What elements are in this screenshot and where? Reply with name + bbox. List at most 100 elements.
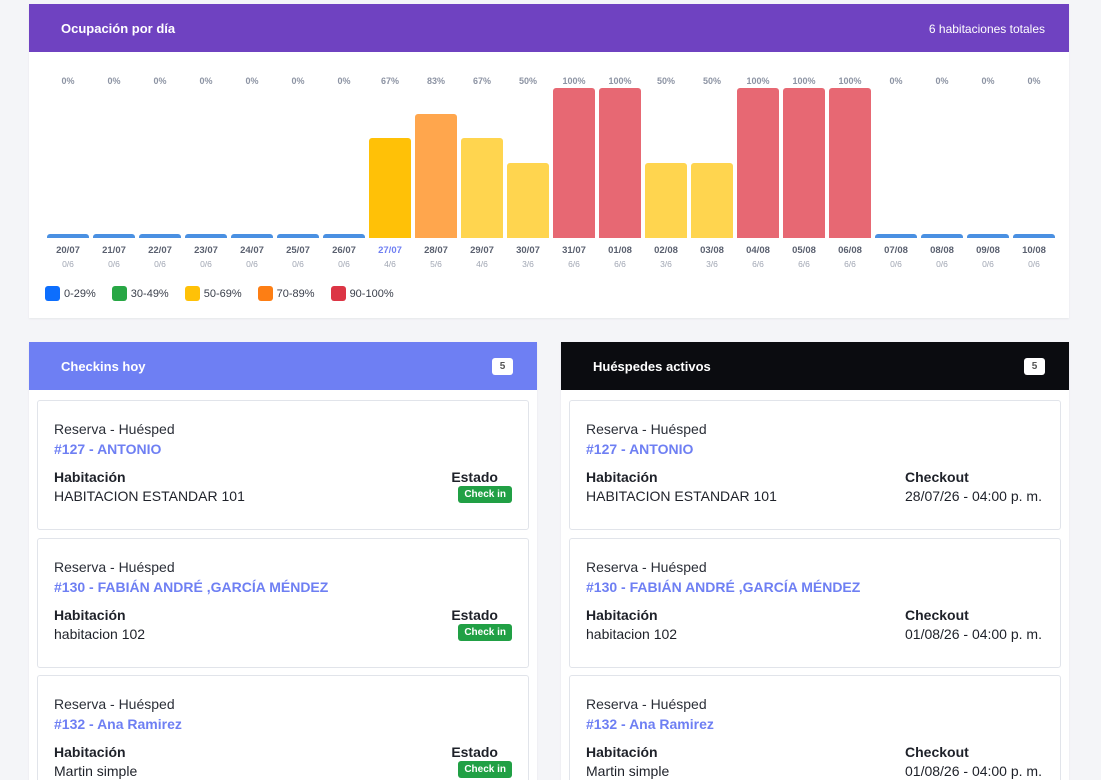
reservation-label: Reserva - Huésped [54,421,175,437]
occupancy-bar [507,163,549,238]
legend-swatch-medium-low [111,286,127,301]
occupancy-bar [967,234,1009,238]
bar-value-label: 0% [889,76,903,86]
reservation-guest-link[interactable]: #132 - Ana Ramirez [586,716,714,732]
bar-room-count: 0/6 [890,259,902,269]
bar-room-count: 6/6 [798,259,810,269]
reservation-guest-link[interactable]: #130 - FABIÁN ANDRÉ ,GARCÍA MÉNDEZ [54,579,329,595]
bar-room-count: 3/6 [522,259,534,269]
checkout-value: 01/08/26 - 04:00 p. m. [905,763,1042,779]
checkin-entry[interactable]: Reserva - Huésped #132 - Ana Ramirez Hab… [37,675,529,780]
bar-value-label: 50% [518,76,537,86]
checkout-label: Checkout [905,607,969,623]
occupancy-bar [47,234,89,238]
checkins-count-badge: 5 [492,358,513,375]
room-label: Habitación [586,469,658,485]
checkin-entry[interactable]: Reserva - Huésped #130 - FABIÁN ANDRÉ ,G… [37,538,529,668]
guest-entry[interactable]: Reserva - Huésped #132 - Ana Ramirez Hab… [569,675,1061,780]
room-label: Habitación [586,607,658,623]
bar-value-label: 100% [838,76,862,86]
bar-room-count: 0/6 [62,259,74,269]
bar-value-label: 0% [61,76,75,86]
bar-room-count: 0/6 [936,259,948,269]
bar-value-label: 100% [746,76,770,86]
reservation-guest-link[interactable]: #130 - FABIÁN ANDRÉ ,GARCÍA MÉNDEZ [586,579,861,595]
occupancy-bar [231,234,273,238]
active-guests-header: Huéspedes activos 5 [561,342,1069,390]
chart-legend: 0-29% 30-49% 50-69% 70-89% 90-100% [45,286,394,301]
bar-room-count: 6/6 [614,259,626,269]
legend-swatch-full [330,286,346,301]
room-label: Habitación [54,744,126,760]
guest-entry[interactable]: Reserva - Huésped #130 - FABIÁN ANDRÉ ,G… [569,538,1061,668]
occupancy-bar [875,234,917,238]
occupancy-bar [553,88,595,238]
bar-date-label: 04/08 [746,245,770,256]
occupancy-bar [139,234,181,238]
status-label: Estado [451,607,498,623]
legend-label-full: 90-100% [349,287,394,300]
bar-room-count: 0/6 [338,259,350,269]
bar-date-label: 25/07 [286,245,310,256]
occupancy-title: Ocupación por día [61,21,176,36]
bar-date-label: 24/07 [240,245,264,256]
reservation-label: Reserva - Huésped [54,696,175,712]
bar-room-count: 5/6 [430,259,442,269]
reservation-label: Reserva - Huésped [586,421,707,437]
bar-date-label: 31/07 [562,245,586,256]
checkout-value: 01/08/26 - 04:00 p. m. [905,626,1042,642]
active-guests-count-badge: 5 [1024,358,1045,375]
bar-room-count: 0/6 [292,259,304,269]
legend-swatch-medium [184,286,200,301]
bar-value-label: 0% [199,76,213,86]
legend-item-low: 0-29% [45,286,96,301]
occupancy-bar [645,163,687,238]
status-label: Estado [451,744,498,760]
occupancy-bar [1013,234,1055,238]
occupancy-bar [461,137,503,238]
bar-date-label: 09/08 [976,245,1000,256]
bar-value-label: 83% [426,76,445,86]
legend-item-medium-low: 30-49% [111,286,169,301]
bar-date-label: 27/07 [378,245,402,256]
legend-label-high: 70-89% [276,287,315,300]
guest-entry[interactable]: Reserva - Huésped #127 - ANTONIO Habitac… [569,400,1061,530]
bar-room-count: 4/6 [384,259,396,269]
bar-room-count: 6/6 [844,259,856,269]
checkout-value: 28/07/26 - 04:00 p. m. [905,488,1042,504]
bar-value-label: 50% [702,76,721,86]
bar-room-count: 4/6 [476,259,488,269]
occupancy-chart: 0% 20/07 0/6 0% 21/07 0/6 0% 22/07 0/6 0% 23/07 0/6… [29,52,1069,272]
bar-room-count: 0/6 [108,259,120,269]
reservation-guest-link[interactable]: #132 - Ana Ramirez [54,716,182,732]
checkins-card: Checkins hoy 5 Reserva - Huésped #127 - … [29,342,537,780]
room-value: Martin simple [586,763,670,779]
reservation-guest-link[interactable]: #127 - ANTONIO [586,441,694,457]
checkins-header: Checkins hoy 5 [29,342,537,390]
room-label: Habitación [54,469,126,485]
bar-room-count: 0/6 [1028,259,1040,269]
bar-date-label: 05/08 [792,245,816,256]
legend-item-high: 70-89% [257,286,315,301]
bar-value-label: 67% [472,76,491,86]
status-label: Estado [451,469,498,485]
bar-value-label: 0% [291,76,305,86]
bar-date-label: 07/08 [884,245,908,256]
occupancy-bar [93,234,135,238]
occupancy-bar [737,88,779,238]
checkin-entry[interactable]: Reserva - Huésped #127 - ANTONIO Habitac… [37,400,529,530]
bar-room-count: 6/6 [568,259,580,269]
occupancy-bar [415,113,457,238]
reservation-label: Reserva - Huésped [54,559,175,575]
occupancy-bar [921,234,963,238]
occupancy-bar [323,234,365,238]
legend-label-medium-low: 30-49% [130,287,169,300]
reservation-label: Reserva - Huésped [586,559,707,575]
room-value: Martin simple [54,763,138,779]
reservation-label: Reserva - Huésped [586,696,707,712]
checkout-label: Checkout [905,469,969,485]
room-label: Habitación [586,744,658,760]
reservation-guest-link[interactable]: #127 - ANTONIO [54,441,162,457]
bar-value-label: 0% [935,76,949,86]
legend-swatch-high [257,286,273,301]
